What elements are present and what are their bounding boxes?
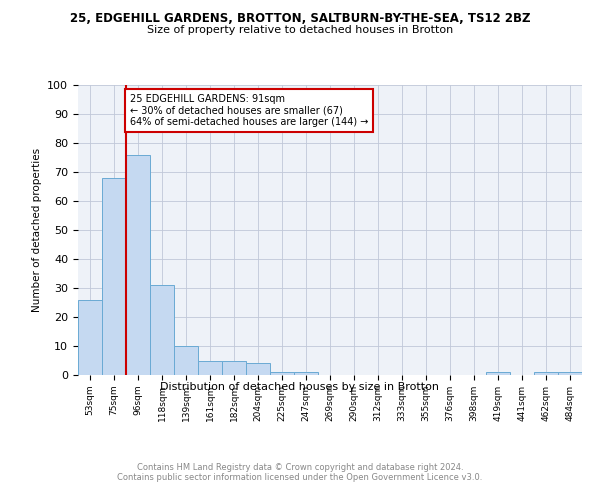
Bar [270, 372, 294, 375]
Bar [126, 154, 150, 375]
Bar [294, 372, 318, 375]
Text: Size of property relative to detached houses in Brotton: Size of property relative to detached ho… [147, 25, 453, 35]
Text: Distribution of detached houses by size in Brotton: Distribution of detached houses by size … [161, 382, 439, 392]
Bar [198, 360, 222, 375]
Bar [486, 372, 510, 375]
Y-axis label: Number of detached properties: Number of detached properties [32, 148, 42, 312]
Bar [174, 346, 198, 375]
Bar [102, 178, 126, 375]
Bar [222, 360, 246, 375]
Bar [558, 372, 582, 375]
Bar [534, 372, 558, 375]
Text: 25, EDGEHILL GARDENS, BROTTON, SALTBURN-BY-THE-SEA, TS12 2BZ: 25, EDGEHILL GARDENS, BROTTON, SALTBURN-… [70, 12, 530, 26]
Bar [246, 364, 270, 375]
Text: 25 EDGEHILL GARDENS: 91sqm
← 30% of detached houses are smaller (67)
64% of semi: 25 EDGEHILL GARDENS: 91sqm ← 30% of deta… [130, 94, 368, 127]
Text: Contains HM Land Registry data © Crown copyright and database right 2024.
Contai: Contains HM Land Registry data © Crown c… [118, 462, 482, 482]
Bar [150, 285, 174, 375]
Bar [78, 300, 102, 375]
